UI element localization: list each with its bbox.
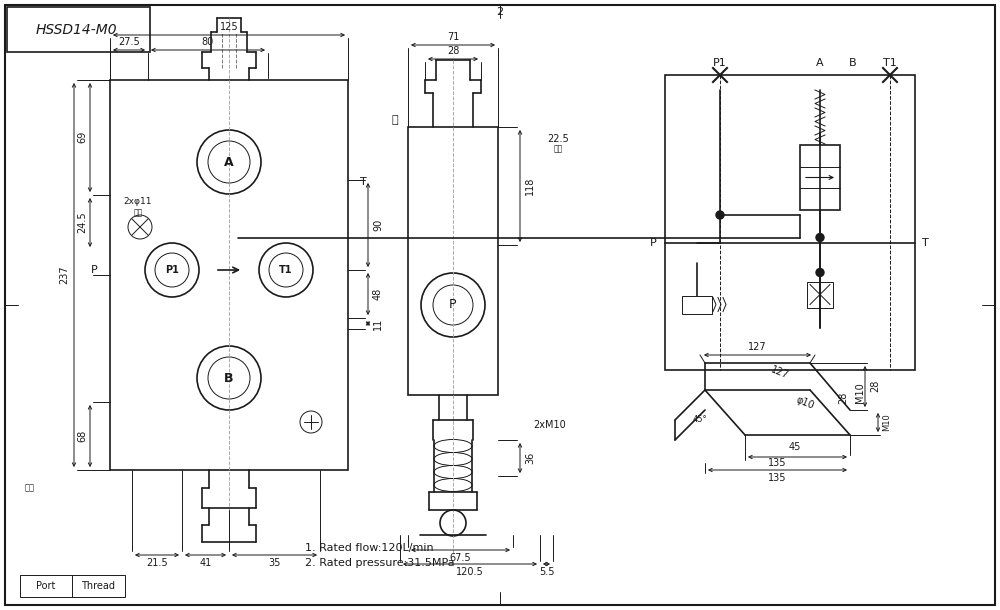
Text: 71: 71 <box>447 32 459 42</box>
Text: 135: 135 <box>768 473 786 483</box>
Text: 45°: 45° <box>693 415 707 425</box>
Text: Port: Port <box>36 581 56 591</box>
Text: 2. Rated pressure:31.5MPa: 2. Rated pressure:31.5MPa <box>305 558 455 568</box>
Text: P: P <box>449 298 457 312</box>
Text: 28: 28 <box>447 46 459 56</box>
Circle shape <box>816 268 824 276</box>
Text: 48: 48 <box>373 288 383 300</box>
Text: 2: 2 <box>496 7 504 17</box>
Circle shape <box>816 234 824 242</box>
Text: 67.5: 67.5 <box>450 553 471 563</box>
Text: 135: 135 <box>768 458 786 468</box>
Text: B: B <box>849 58 857 68</box>
Text: 68: 68 <box>77 430 87 442</box>
Text: 28: 28 <box>870 380 880 392</box>
Text: T: T <box>360 177 366 187</box>
Text: 2xM10: 2xM10 <box>534 420 566 430</box>
Bar <box>7 7 150 52</box>
Text: 45: 45 <box>789 442 801 452</box>
Bar <box>110 80 348 470</box>
Text: T1: T1 <box>279 265 293 275</box>
Text: Thread: Thread <box>81 581 115 591</box>
Circle shape <box>716 211 724 219</box>
Text: HSSD14-M0: HSSD14-M0 <box>35 23 117 37</box>
Text: 27.5: 27.5 <box>118 37 140 47</box>
Bar <box>408 127 498 395</box>
Text: B: B <box>224 371 234 384</box>
Text: P1: P1 <box>165 265 179 275</box>
Text: 125: 125 <box>220 22 238 32</box>
Text: A: A <box>816 58 824 68</box>
Text: 120.5: 120.5 <box>456 567 484 577</box>
Text: 127: 127 <box>769 365 791 381</box>
Text: 90: 90 <box>373 219 383 231</box>
Text: 41: 41 <box>199 558 212 568</box>
Text: M10: M10 <box>883 413 892 431</box>
Text: 11: 11 <box>373 317 383 329</box>
Text: 127: 127 <box>748 342 766 352</box>
Text: P: P <box>91 265 97 275</box>
Text: 237: 237 <box>59 266 69 284</box>
Bar <box>20 575 125 597</box>
Text: φ10: φ10 <box>794 395 816 411</box>
Bar <box>682 295 712 314</box>
Text: 图号: 图号 <box>25 484 35 492</box>
Text: 80: 80 <box>202 37 214 47</box>
Text: 28: 28 <box>838 392 848 404</box>
Text: 5.5: 5.5 <box>539 567 555 577</box>
Text: 螺孔: 螺孔 <box>133 209 143 218</box>
Text: P: P <box>650 237 656 248</box>
Bar <box>800 145 840 210</box>
Text: T1: T1 <box>883 58 897 68</box>
Text: 1. Rated flow:120L/min: 1. Rated flow:120L/min <box>305 543 434 553</box>
Text: 22.5: 22.5 <box>547 134 569 144</box>
Text: 图: 图 <box>392 115 398 125</box>
Text: 24.5: 24.5 <box>77 211 87 233</box>
Text: 2xφ11: 2xφ11 <box>124 198 152 207</box>
Text: M10: M10 <box>855 382 865 403</box>
Text: 21.5: 21.5 <box>146 558 168 568</box>
Text: 深孔: 深孔 <box>553 145 563 154</box>
Bar <box>665 75 915 370</box>
Text: 69: 69 <box>77 131 87 143</box>
Text: A: A <box>224 156 234 168</box>
Text: 35: 35 <box>268 558 281 568</box>
Text: P1: P1 <box>713 58 727 68</box>
Text: T: T <box>922 237 928 248</box>
Bar <box>807 281 833 307</box>
Text: 118: 118 <box>525 177 535 195</box>
Text: 36: 36 <box>525 452 535 464</box>
